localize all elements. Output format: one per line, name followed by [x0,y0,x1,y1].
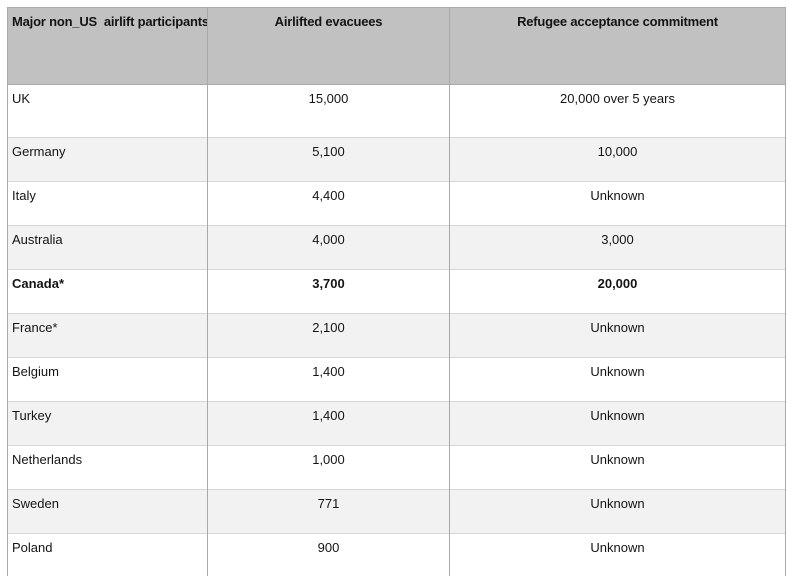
commitment-cell: Unknown [449,401,786,446]
table-row: UK 15,000 20,000 over 5 years [7,84,786,138]
country-cell: Germany [7,137,208,182]
table-row: Canada* 3,700 20,000 [7,269,786,314]
table-row: Belgium 1,400 Unknown [7,357,786,402]
table-row: Australia 4,000 3,000 [7,225,786,270]
evacuees-cell: 5,100 [207,137,450,182]
airlift-participants-table: Major non_US airlift participants Airlif… [7,7,786,576]
commitment-cell: Unknown [449,533,786,576]
commitment-cell: Unknown [449,313,786,358]
table-header: Major non_US airlift participants Airlif… [7,7,786,85]
table-row: Poland 900 Unknown [7,533,786,576]
evacuees-cell: 4,000 [207,225,450,270]
country-cell: Canada* [7,269,208,314]
commitment-cell: 20,000 [449,269,786,314]
evacuees-cell: 1,400 [207,357,450,402]
table-row: France* 2,100 Unknown [7,313,786,358]
commitment-cell: 3,000 [449,225,786,270]
header-cell-evacuees: Airlifted evacuees [207,7,450,85]
evacuees-cell: 1,400 [207,401,450,446]
country-cell: Netherlands [7,445,208,490]
header-row: Major non_US airlift participants Airlif… [7,7,786,85]
country-cell: Poland [7,533,208,576]
country-cell: Australia [7,225,208,270]
table-row: Turkey 1,400 Unknown [7,401,786,446]
commitment-cell: Unknown [449,181,786,226]
table-row: Netherlands 1,000 Unknown [7,445,786,490]
commitment-cell: Unknown [449,357,786,402]
table-row: Germany 5,100 10,000 [7,137,786,182]
commitment-cell: Unknown [449,489,786,534]
country-cell: Turkey [7,401,208,446]
commitment-cell: 20,000 over 5 years [449,84,786,138]
country-cell: Belgium [7,357,208,402]
header-cell-participants: Major non_US airlift participants [7,7,208,85]
table-row: Italy 4,400 Unknown [7,181,786,226]
country-cell: France* [7,313,208,358]
evacuees-cell: 900 [207,533,450,576]
evacuees-cell: 1,000 [207,445,450,490]
evacuees-cell: 4,400 [207,181,450,226]
evacuees-cell: 2,100 [207,313,450,358]
evacuees-cell: 15,000 [207,84,450,138]
header-cell-commitment: Refugee acceptance commitment [449,7,786,85]
table-body: UK 15,000 20,000 over 5 years Germany 5,100 1… [7,84,786,576]
evacuees-cell: 771 [207,489,450,534]
commitment-cell: Unknown [449,445,786,490]
commitment-cell: 10,000 [449,137,786,182]
country-cell: Sweden [7,489,208,534]
evacuees-cell: 3,700 [207,269,450,314]
country-cell: UK [7,84,208,138]
table-row: Sweden 771 Unknown [7,489,786,534]
country-cell: Italy [7,181,208,226]
